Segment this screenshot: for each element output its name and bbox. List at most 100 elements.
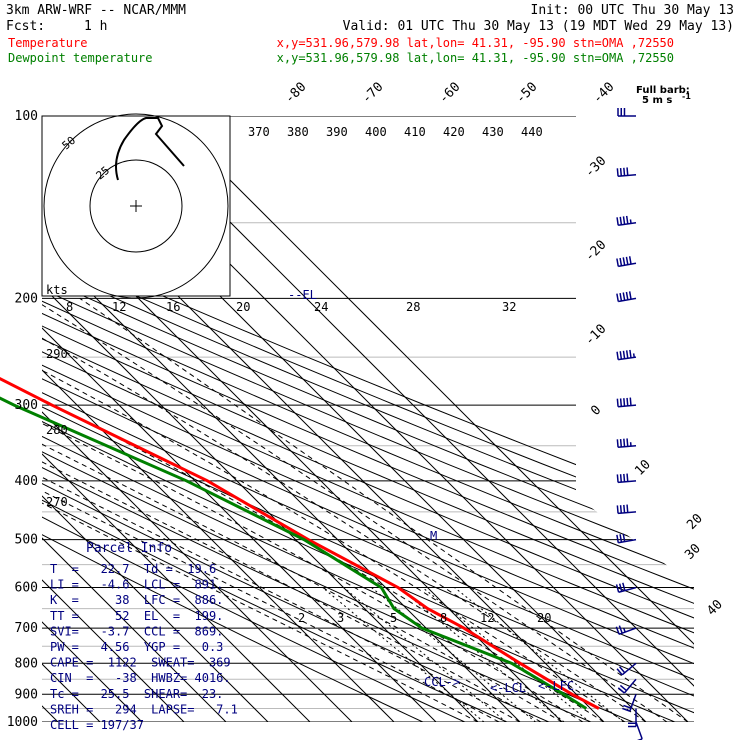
pressure-label-900: 900 xyxy=(15,687,38,702)
pressure-label-200: 200 xyxy=(15,291,38,306)
wind-barb-flag xyxy=(623,438,626,447)
theta-label-430: 430 xyxy=(482,125,504,139)
wind-barb-flag xyxy=(616,258,620,267)
m-marker: M xyxy=(430,529,437,543)
mixing-ratio-label-5: 5 xyxy=(390,611,397,625)
parcel-info-panel: Parcel Info T = 22.7 Td = 19.6 LI = -4.6 … xyxy=(50,541,238,732)
moist-adiabat-15 xyxy=(42,297,584,722)
model-title: 3km ARW-WRF -- NCAR/MMM xyxy=(6,3,186,18)
dry-adiabat-270 xyxy=(42,116,508,722)
wind-barb-flag xyxy=(616,217,619,226)
isotherm--30 xyxy=(42,116,395,722)
wind-barb-flag xyxy=(616,668,623,676)
hodograph-speed-tick-24: 24 xyxy=(314,300,328,314)
barb-legend-line2: 5 m s xyxy=(642,95,672,106)
dry-adiabat-300 xyxy=(42,116,633,722)
wind-barb-flag xyxy=(616,534,620,543)
parcel-info-row-10: CELL = 197/37 xyxy=(50,718,144,732)
wind-barb-200 xyxy=(616,291,637,303)
isotherm--80 xyxy=(42,116,185,722)
wind-barb-300 xyxy=(616,397,637,408)
moist-adiabat-20 xyxy=(42,297,605,722)
wind-barb-flag xyxy=(619,474,623,483)
dry-adiabat-450 xyxy=(42,116,694,722)
moist-adiabat-25 xyxy=(42,297,626,722)
barb-legend-exp: -1 xyxy=(682,92,691,101)
wind-barb-flag xyxy=(622,257,626,266)
dry-adiabat-320 xyxy=(42,116,694,722)
pressure-label-500: 500 xyxy=(15,533,38,548)
fcst-value: 1 h xyxy=(84,19,107,34)
mixing-ratio-label-12: 12 xyxy=(480,611,494,625)
hodograph-speed-tick-12: 12 xyxy=(112,300,126,314)
wind-barb-150 xyxy=(616,215,637,226)
moist-adiabat-10 xyxy=(42,297,563,722)
wind-barb-flag xyxy=(625,215,629,224)
mixing-ratio-20 xyxy=(454,587,625,722)
wind-barb-125 xyxy=(616,167,637,178)
theta-label-390: 390 xyxy=(326,125,348,139)
parcel-info-row-0: T = 22.7 Td = 19.6 xyxy=(50,562,216,576)
wind-barb-flag xyxy=(626,167,629,176)
dewpoint-trace xyxy=(0,396,588,710)
isotherm--70 xyxy=(42,116,227,722)
wind-barb-flag xyxy=(619,167,623,177)
wind-barb-flag xyxy=(628,256,632,265)
dry-adiabat-360 xyxy=(42,116,694,722)
wind-barb-flag xyxy=(622,350,626,359)
wind-barb-flag xyxy=(623,398,626,407)
mixing-ratio-label-20: 20 xyxy=(537,611,551,625)
moist-adiabat-40 xyxy=(79,297,689,722)
wind-barb-800 xyxy=(616,662,637,676)
isotherm--20 xyxy=(42,116,437,722)
wind-barb-flag xyxy=(616,293,620,302)
wind-barb-flag xyxy=(615,626,620,635)
theta-label-420: 420 xyxy=(443,125,465,139)
pressure-label-1000: 1000 xyxy=(7,715,38,730)
pressure-label-300: 300 xyxy=(15,398,38,413)
wind-barb-175 xyxy=(616,256,637,268)
wind-barb-1000 xyxy=(635,721,643,740)
pressure-label-400: 400 xyxy=(15,474,38,489)
wind-barb-flag xyxy=(618,583,623,592)
dry-adiabat-400 xyxy=(42,116,694,722)
parcel-info-row-7: CIN = -38 HWBZ= 4016. xyxy=(50,671,231,685)
wind-barb-staff xyxy=(618,262,637,268)
moist-adiabat-0 xyxy=(42,297,521,722)
hodograph-speed-tick-28: 28 xyxy=(406,300,420,314)
wind-barb-flag xyxy=(629,397,632,406)
moist-adiabat--10 xyxy=(42,297,479,722)
wind-barb-flag xyxy=(626,438,629,447)
isotherm--50 xyxy=(42,116,311,722)
wind-barb-staff xyxy=(618,627,637,635)
wind-barb-flag xyxy=(623,473,626,482)
wind-barb-flag xyxy=(622,292,626,301)
hodograph-speed-tick-32: 32 xyxy=(502,300,516,314)
dry-adiabat-390 xyxy=(42,116,694,722)
dry-adiabat-340 xyxy=(42,116,694,722)
dry-adiabat-440 xyxy=(42,116,694,722)
wind-barb-flag xyxy=(622,707,631,712)
theta-label-370: 370 xyxy=(248,125,270,139)
wind-barb-100 xyxy=(617,108,636,117)
moist-adiabat-5 xyxy=(42,297,542,722)
lcl-marker: <-LCL xyxy=(490,681,526,695)
wind-barb-350 xyxy=(616,438,637,449)
temperature-trace xyxy=(0,376,600,710)
wind-barb-flag xyxy=(618,625,623,634)
wind-barb-staff xyxy=(635,721,643,740)
dry-adiabat-460 xyxy=(42,116,694,722)
wind-barb-flag xyxy=(619,292,623,302)
theta-left-label-290: 290 xyxy=(46,347,68,361)
wind-barb-flag xyxy=(616,439,619,448)
dry-adiabat-380 xyxy=(42,116,694,722)
dry-adiabat-290 xyxy=(42,116,591,722)
wind-barb-flag xyxy=(622,216,626,225)
mixing-ratio-12 xyxy=(422,587,591,722)
moist-adiabat-35 xyxy=(42,297,668,722)
pressure-label-800: 800 xyxy=(15,656,38,671)
pressure-label-100: 100 xyxy=(15,109,38,124)
ccl-marker: CCL-> xyxy=(424,675,460,689)
wind-barb-flag xyxy=(619,216,623,225)
